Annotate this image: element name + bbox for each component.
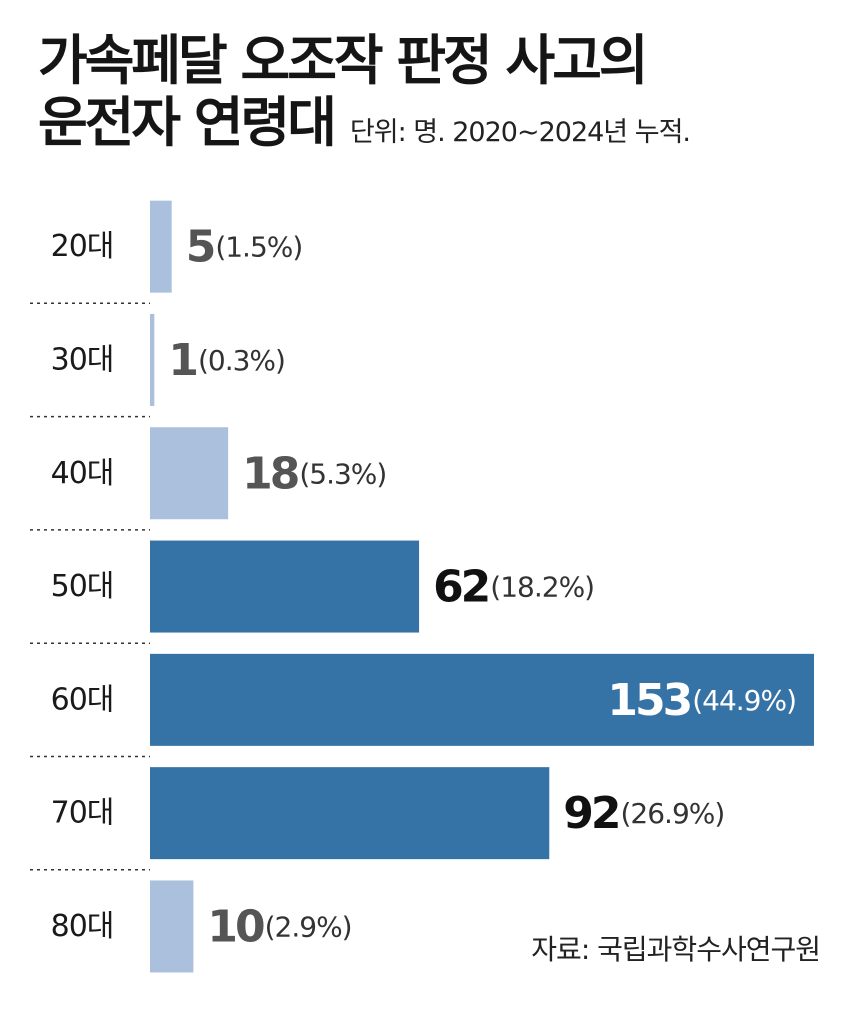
unit-subtitle: 단위: 명. 2020~2024년 누적. bbox=[349, 117, 691, 148]
value-label: 10 bbox=[207, 901, 264, 952]
bar bbox=[150, 880, 194, 973]
value-label: 1 bbox=[168, 334, 196, 385]
percent-label: (18.2%) bbox=[490, 570, 594, 603]
data-label: 92(26.9%) bbox=[563, 788, 724, 839]
category-label: 40대 bbox=[51, 456, 114, 491]
bar bbox=[150, 767, 550, 860]
percent-label: (44.9%) bbox=[692, 683, 796, 716]
bar bbox=[150, 427, 229, 520]
category-label: 70대 bbox=[51, 796, 114, 831]
bar bbox=[150, 653, 814, 746]
data-label: 10(2.9%) bbox=[207, 901, 351, 952]
percent-label: (26.9%) bbox=[621, 797, 725, 830]
category-label: 60대 bbox=[51, 682, 114, 717]
percent-label: (2.9%) bbox=[265, 910, 352, 943]
category-label: 20대 bbox=[51, 229, 114, 264]
value-label: 92 bbox=[563, 788, 618, 839]
value-label: 18 bbox=[242, 448, 298, 499]
title-line-1: 가속페달 오조작 판정 사고의 bbox=[38, 29, 649, 92]
bar bbox=[150, 540, 420, 633]
category-label: 50대 bbox=[51, 569, 114, 604]
data-label: 62(18.2%) bbox=[433, 561, 594, 612]
data-label: 5(1.5%) bbox=[186, 221, 303, 272]
bar bbox=[150, 313, 155, 406]
percent-label: (0.3%) bbox=[198, 343, 285, 376]
source-note: 자료: 국립과학수사연구원 bbox=[531, 933, 821, 966]
value-label: 62 bbox=[433, 561, 488, 612]
data-label: 1(0.3%) bbox=[168, 334, 285, 385]
data-label: 153(44.9%) bbox=[607, 674, 796, 725]
value-label: 153 bbox=[607, 674, 690, 725]
category-label: 80대 bbox=[51, 909, 114, 944]
title-line-2: 운전자 연령대 bbox=[38, 91, 337, 154]
category-label: 30대 bbox=[51, 342, 114, 377]
value-label: 5 bbox=[186, 221, 214, 272]
data-label: 18(5.3%) bbox=[242, 448, 386, 499]
percent-label: (5.3%) bbox=[299, 457, 386, 490]
bar bbox=[150, 200, 172, 293]
percent-label: (1.5%) bbox=[215, 230, 302, 263]
chart-title: 가속페달 오조작 판정 사고의 운전자 연령대 단위: 명. 2020~2024… bbox=[38, 30, 838, 154]
title-line-2-row: 운전자 연령대 단위: 명. 2020~2024년 누적. bbox=[38, 92, 838, 154]
